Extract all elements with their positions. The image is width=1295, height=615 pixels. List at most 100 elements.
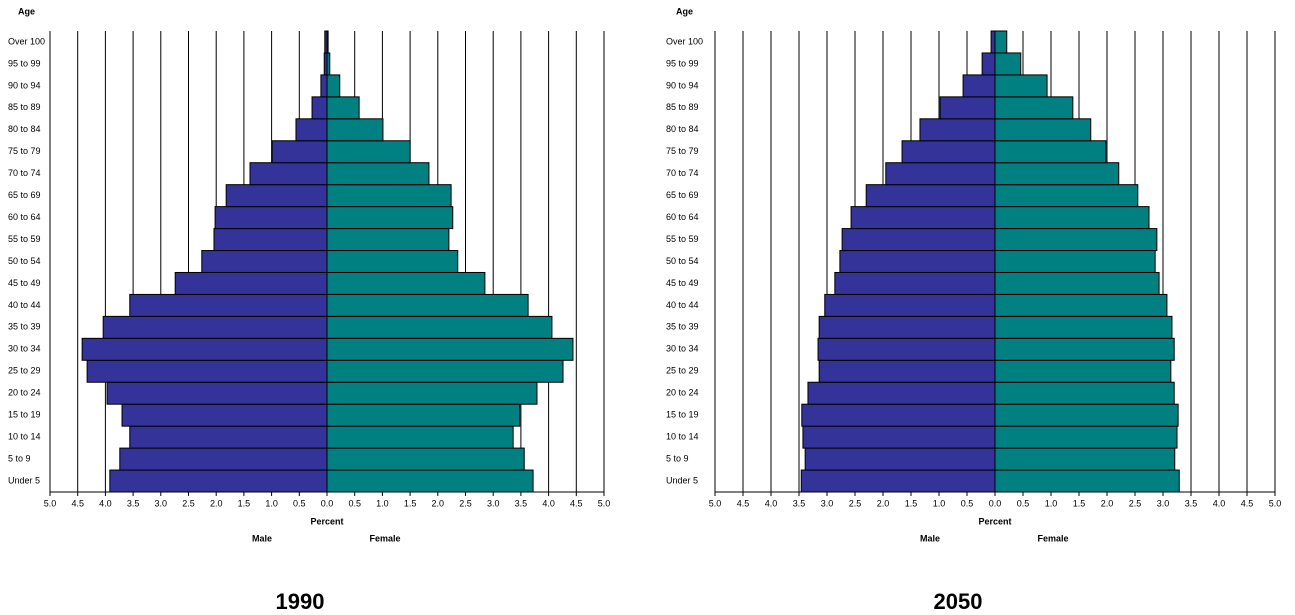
bar bbox=[994, 74, 1048, 98]
category-label: Under 5 bbox=[666, 475, 698, 485]
category-label: 40 to 44 bbox=[8, 300, 41, 310]
bar bbox=[102, 315, 328, 339]
x-tick-label: 2.0 bbox=[1101, 498, 1114, 508]
bar bbox=[994, 359, 1172, 383]
x-tick-label: 1.0 bbox=[376, 498, 389, 508]
x-tick-label: 0.5 bbox=[1017, 498, 1030, 508]
bar bbox=[109, 469, 328, 493]
x-axis-label: Percent bbox=[310, 516, 343, 526]
category-label: 85 to 89 bbox=[8, 102, 41, 112]
bar bbox=[802, 425, 996, 449]
category-label: 15 to 19 bbox=[8, 410, 41, 420]
bar bbox=[214, 206, 328, 230]
category-label: 45 to 49 bbox=[8, 278, 41, 288]
bar bbox=[994, 403, 1179, 427]
bar bbox=[129, 425, 328, 449]
x-tick-label: 1.0 bbox=[1045, 498, 1058, 508]
bar bbox=[326, 250, 459, 273]
category-label: 30 to 34 bbox=[8, 344, 41, 354]
bar bbox=[326, 184, 452, 208]
category-label: 10 to 14 bbox=[666, 431, 699, 441]
bar bbox=[326, 315, 553, 339]
bar bbox=[994, 250, 1156, 273]
bar bbox=[326, 381, 538, 405]
bar bbox=[994, 271, 1160, 295]
bar bbox=[271, 140, 328, 164]
bar bbox=[326, 425, 514, 449]
bar bbox=[326, 293, 529, 317]
category-label: 90 to 94 bbox=[8, 80, 41, 90]
x-tick-label: 2.5 bbox=[849, 498, 862, 508]
x-tick-label: 4.5 bbox=[1241, 498, 1254, 508]
category-label: 65 to 69 bbox=[666, 190, 699, 200]
bar bbox=[919, 118, 996, 142]
category-label: 60 to 64 bbox=[8, 212, 41, 222]
bar bbox=[994, 315, 1173, 339]
x-tick-label: 0.5 bbox=[961, 498, 974, 508]
x-tick-label: 2.0 bbox=[877, 498, 890, 508]
bar bbox=[804, 447, 996, 471]
bar bbox=[901, 140, 996, 164]
x-tick-label: 2.5 bbox=[1129, 498, 1142, 508]
caption: 2050 bbox=[934, 589, 983, 614]
bar bbox=[994, 447, 1176, 471]
category-label: 15 to 19 bbox=[666, 410, 699, 420]
x-tick-label: 3.5 bbox=[127, 498, 140, 508]
x-tick-label: 1.0 bbox=[933, 498, 946, 508]
category-label: 45 to 49 bbox=[666, 278, 699, 288]
category-label: 5 to 9 bbox=[666, 453, 689, 463]
category-label: 65 to 69 bbox=[8, 190, 41, 200]
x-tick-label: 0.0 bbox=[321, 498, 334, 508]
x-tick-label: 0.5 bbox=[348, 498, 361, 508]
bar bbox=[994, 469, 1180, 493]
bar bbox=[81, 337, 328, 361]
bar bbox=[326, 271, 486, 295]
x-tick-label: 4.0 bbox=[99, 498, 112, 508]
category-label: 55 to 59 bbox=[8, 234, 41, 244]
category-label: 55 to 59 bbox=[666, 234, 699, 244]
bar bbox=[249, 162, 328, 186]
category-label: 20 to 24 bbox=[8, 388, 41, 398]
x-tick-label: 2.5 bbox=[459, 498, 472, 508]
x-tick-label: 2.5 bbox=[182, 498, 195, 508]
y-axis-label: Age bbox=[18, 6, 35, 16]
x-tick-label: 2.0 bbox=[432, 498, 445, 508]
bar bbox=[213, 228, 328, 252]
category-label: 85 to 89 bbox=[666, 102, 699, 112]
x-tick-label: 4.0 bbox=[1213, 498, 1226, 508]
bar bbox=[225, 184, 328, 208]
x-tick-label: 1.5 bbox=[404, 498, 417, 508]
bar bbox=[326, 469, 534, 493]
x-tick-label: 5.0 bbox=[1269, 498, 1282, 508]
bar bbox=[326, 447, 525, 471]
category-label: Over 100 bbox=[8, 36, 45, 46]
bar bbox=[994, 30, 1008, 54]
bar bbox=[994, 140, 1107, 164]
category-label: 50 to 54 bbox=[666, 256, 699, 266]
x-tick-label: 3.5 bbox=[1185, 498, 1198, 508]
bar bbox=[326, 96, 360, 120]
bar bbox=[800, 469, 996, 493]
x-tick-label: 0.0 bbox=[989, 498, 1002, 508]
category-label: 95 to 99 bbox=[666, 58, 699, 68]
bar bbox=[994, 52, 1022, 76]
bar bbox=[86, 359, 328, 383]
bar bbox=[201, 250, 328, 273]
x-tick-label: 4.0 bbox=[765, 498, 778, 508]
bar bbox=[994, 337, 1175, 361]
bar bbox=[839, 250, 996, 273]
y-axis-label: Age bbox=[676, 6, 693, 16]
bar bbox=[106, 381, 328, 405]
bar bbox=[129, 293, 328, 317]
category-label: 60 to 64 bbox=[666, 212, 699, 222]
x-tick-label: 3.5 bbox=[515, 498, 528, 508]
x-tick-label: 4.5 bbox=[570, 498, 583, 508]
bar bbox=[962, 74, 996, 98]
bar bbox=[994, 206, 1150, 230]
bar bbox=[994, 228, 1158, 252]
bar bbox=[990, 30, 996, 54]
bar bbox=[850, 206, 996, 230]
bar bbox=[994, 96, 1074, 120]
category-label: 5 to 9 bbox=[8, 453, 31, 463]
